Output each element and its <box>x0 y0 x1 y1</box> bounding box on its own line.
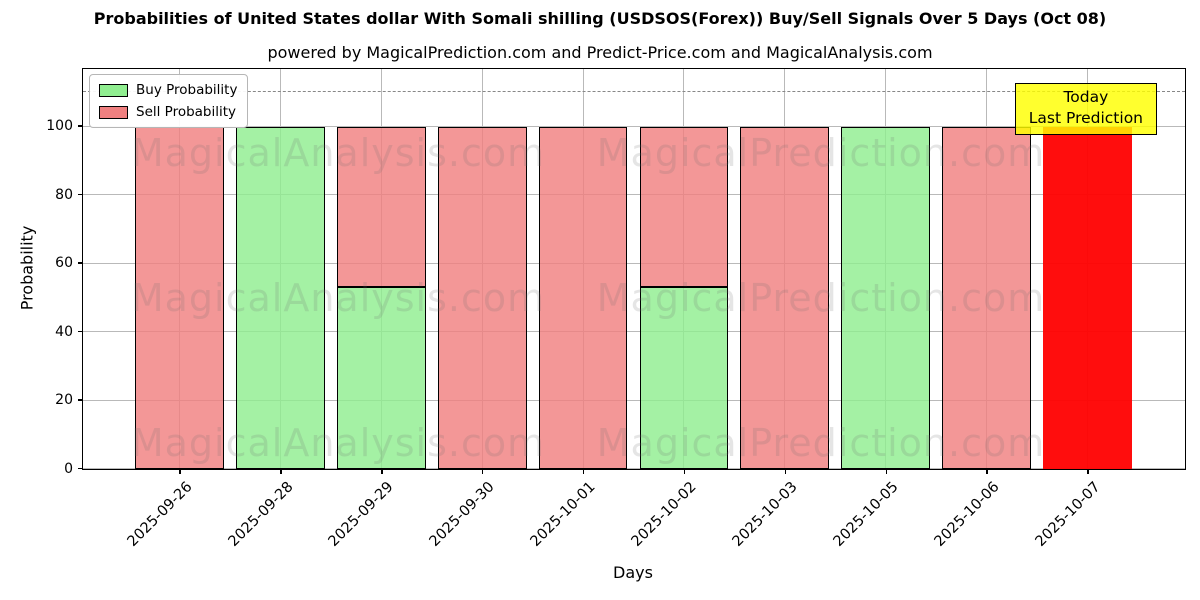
x-tick-mark <box>784 470 787 474</box>
y-tick-label: 100 <box>46 118 73 134</box>
bar-2025-10-06 <box>942 126 1032 469</box>
horizontal-gridline <box>83 468 1185 469</box>
x-tick-label: 2025-10-01 <box>527 479 599 550</box>
bar-segment-buy <box>841 126 931 469</box>
chart-subtitle: powered by MagicalPrediction.com and Pre… <box>267 43 933 62</box>
legend-label: Sell Probability <box>136 104 237 120</box>
y-tick-mark <box>77 330 82 333</box>
legend-swatch <box>99 83 128 97</box>
x-tick-label: 2025-10-02 <box>628 479 700 550</box>
x-tick-label: 2025-10-06 <box>931 479 1003 550</box>
x-tick-label: 2025-10-05 <box>830 479 902 550</box>
y-tick-label: 80 <box>55 186 73 203</box>
y-axis-label: Probability <box>17 225 37 311</box>
x-tick-label: 2025-09-29 <box>326 479 398 550</box>
x-tick-label: 2025-10-03 <box>729 479 801 550</box>
x-tick-mark <box>179 470 181 474</box>
legend-swatch <box>99 105 128 119</box>
watermark-analysis: MagicalAnalysis.com <box>130 421 546 465</box>
x-tick-mark <box>683 470 686 474</box>
x-tick-mark <box>986 470 988 474</box>
plot-area: MagicalAnalysis.com MagicalPrediction.com… <box>82 68 1186 470</box>
y-tick-mark <box>77 262 82 264</box>
x-tick-mark <box>582 470 585 474</box>
x-axis-label: Days <box>613 563 653 582</box>
x-tick-label: 2025-10-07 <box>1032 479 1104 550</box>
threshold-dashed-line <box>83 91 1185 93</box>
y-tick-label: 0 <box>64 460 73 477</box>
watermark-prediction: MagicalPrediction.com <box>596 276 1046 320</box>
horizontal-gridline <box>83 125 1185 127</box>
bar-segment-sell <box>336 126 426 288</box>
legend: Buy Probability Sell Probability <box>89 74 249 128</box>
today-annotation-line1: Today <box>1063 88 1109 106</box>
bar-segment-buy <box>235 126 325 469</box>
chart-title: Probabilities of United States dollar Wi… <box>93 9 1107 28</box>
bar-2025-09-30 <box>437 126 527 469</box>
bar-2025-10-07 <box>1043 126 1132 469</box>
x-tick-label: 2025-09-28 <box>225 479 297 550</box>
bar-segment-sell <box>639 126 729 288</box>
x-tick-mark <box>381 470 383 474</box>
today-annotation: Today Last Prediction <box>1014 83 1157 135</box>
x-tick-mark <box>481 470 484 474</box>
bar-segment-today <box>1043 126 1132 469</box>
y-tick-mark <box>77 399 82 401</box>
bar-segment-sell <box>437 126 527 469</box>
horizontal-gridline <box>83 262 1185 264</box>
x-tick-mark <box>1087 470 1089 474</box>
bar-segment-sell <box>740 126 830 469</box>
x-tick-mark <box>885 470 887 474</box>
x-tick-label: 2025-09-30 <box>427 479 498 550</box>
y-tick-mark <box>77 193 82 196</box>
y-tick-mark <box>77 125 82 127</box>
x-tick-mark <box>280 470 282 474</box>
y-tick-label: 60 <box>55 255 73 271</box>
bar-segment-sell <box>538 126 628 469</box>
y-tick-label: 20 <box>55 392 73 408</box>
horizontal-gridline <box>83 399 1185 401</box>
y-tick-label: 40 <box>55 323 73 340</box>
watermark-analysis: MagicalAnalysis.com <box>130 276 546 320</box>
watermark-prediction: MagicalPrediction.com <box>596 421 1046 465</box>
bar-2025-10-02 <box>639 126 729 469</box>
legend-label: Buy Probability <box>136 82 238 98</box>
watermark-prediction: MagicalPrediction.com <box>596 131 1046 175</box>
bar-segment-buy <box>336 287 426 469</box>
bar-2025-10-03 <box>740 126 830 469</box>
x-tick-label: 2025-09-26 <box>124 479 196 550</box>
bar-2025-09-28 <box>235 126 325 469</box>
bar-2025-10-01 <box>538 126 628 469</box>
horizontal-gridline <box>83 194 1185 195</box>
horizontal-gridline <box>83 331 1185 332</box>
bar-2025-10-05 <box>841 126 931 469</box>
bar-segment-buy <box>639 287 729 469</box>
bar-segment-sell <box>942 126 1032 469</box>
bar-2025-09-26 <box>135 126 224 469</box>
y-tick-mark <box>77 467 82 470</box>
legend-item: Sell Probability <box>99 104 237 120</box>
watermark-analysis: MagicalAnalysis.com <box>130 131 546 175</box>
bar-segment-sell <box>135 126 224 469</box>
bar-2025-09-29 <box>336 126 426 469</box>
legend-item: Buy Probability <box>99 82 237 98</box>
today-annotation-line2: Last Prediction <box>1028 108 1143 127</box>
